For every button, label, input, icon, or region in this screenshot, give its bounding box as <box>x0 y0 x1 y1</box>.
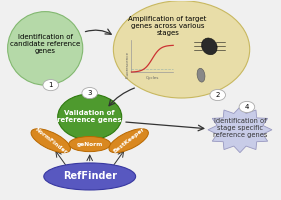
Text: Fluorescence: Fluorescence <box>125 51 129 78</box>
Text: RefFinder: RefFinder <box>63 171 117 181</box>
Ellipse shape <box>201 38 217 55</box>
Circle shape <box>82 87 98 99</box>
Text: NormFinder: NormFinder <box>34 127 68 155</box>
Text: Amplification of target
genes across various
stages: Amplification of target genes across var… <box>128 16 207 36</box>
Text: 3: 3 <box>87 90 92 96</box>
Ellipse shape <box>58 94 122 140</box>
Text: 4: 4 <box>245 104 249 110</box>
Circle shape <box>239 101 255 113</box>
Text: BestKeeper: BestKeeper <box>112 127 145 154</box>
Ellipse shape <box>44 163 136 190</box>
Text: 1: 1 <box>49 82 53 88</box>
Ellipse shape <box>109 129 148 153</box>
Ellipse shape <box>31 129 71 153</box>
Text: Identification of
stage specific
reference genes: Identification of stage specific referen… <box>213 118 267 138</box>
Polygon shape <box>208 107 272 153</box>
Circle shape <box>210 89 225 101</box>
Ellipse shape <box>197 68 205 82</box>
Ellipse shape <box>8 12 83 85</box>
Text: Identification of
candidate reference
genes: Identification of candidate reference ge… <box>10 34 80 54</box>
Text: 2: 2 <box>216 92 220 98</box>
Circle shape <box>43 80 58 91</box>
Ellipse shape <box>69 137 111 152</box>
Text: Validation of
reference genes: Validation of reference genes <box>57 110 122 123</box>
Text: geNorm: geNorm <box>77 142 103 147</box>
Text: Cycles: Cycles <box>146 76 159 80</box>
Circle shape <box>113 1 250 98</box>
